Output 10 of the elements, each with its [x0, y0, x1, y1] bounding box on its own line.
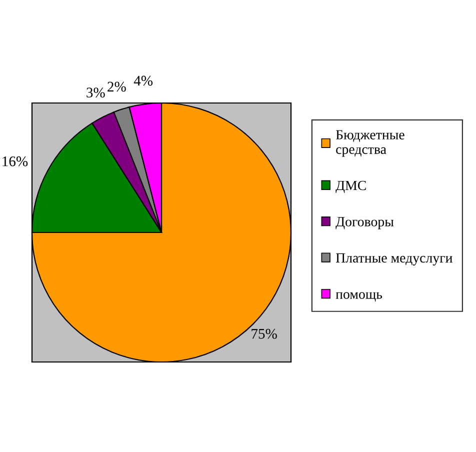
- legend-label: Платные медуслуги: [336, 253, 452, 266]
- legend-label: ДМС: [336, 180, 366, 193]
- legend-label: Бюджетные средства: [336, 130, 404, 157]
- data-label: 75%: [252, 328, 277, 339]
- data-label: 2%: [108, 82, 126, 92]
- data-label: 3%: [86, 88, 105, 98]
- legend-label: помощь: [336, 292, 382, 302]
- data-label: 4%: [134, 76, 153, 86]
- data-label: 16%: [2, 156, 28, 166]
- legend-label: Договоры: [336, 217, 394, 230]
